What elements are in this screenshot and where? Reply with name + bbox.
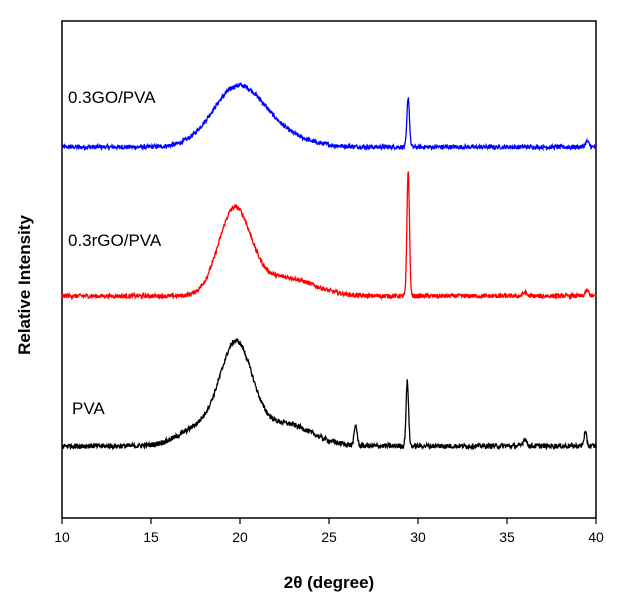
x-tick-label: 10 [54, 529, 70, 545]
series-line-pva [61, 337, 597, 452]
x-tick-label: 25 [321, 529, 337, 545]
x-tick-label: 40 [588, 529, 604, 545]
series-label: PVA [72, 399, 105, 418]
x-tick-label: 15 [143, 529, 159, 545]
x-tick-label: 35 [499, 529, 515, 545]
x-tick-label: 30 [410, 529, 426, 545]
series-curves [61, 81, 597, 452]
y-axis-label: Relative Intensity [15, 215, 34, 355]
series-line-0-3go-pva [61, 81, 597, 152]
x-axis-label: 2θ (degree) [284, 573, 374, 592]
series-labels: 0.3GO/PVA 0.3rGO/PVA PVA [68, 88, 162, 418]
x-axis-ticks: 10 15 20 25 30 35 40 [54, 518, 604, 545]
series-label: 0.3rGO/PVA [68, 231, 162, 250]
series-label: 0.3GO/PVA [68, 88, 156, 107]
series-line-0-3rgo-pva [61, 171, 597, 301]
x-tick-label: 20 [232, 529, 248, 545]
